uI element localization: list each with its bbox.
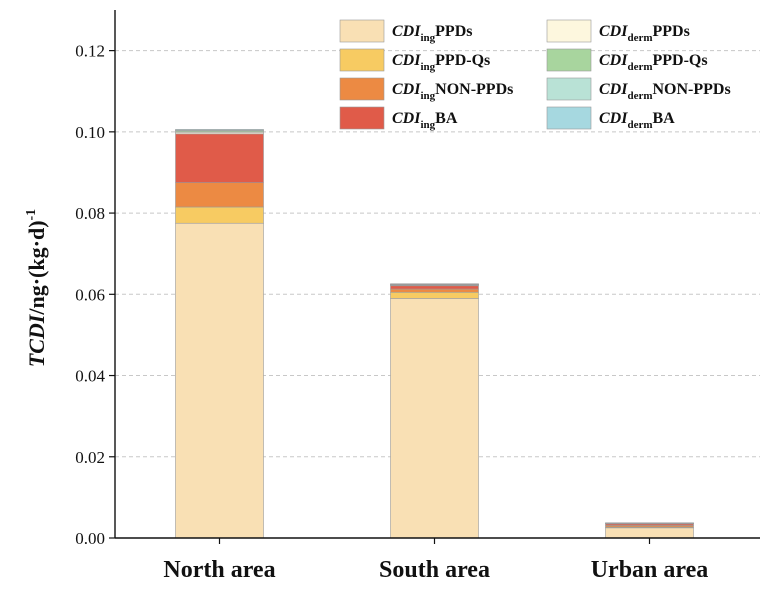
bar-segment xyxy=(605,527,694,539)
legend-swatch xyxy=(546,19,592,43)
legend-swatch xyxy=(546,48,592,72)
bar-segment xyxy=(175,206,264,224)
legend-label: CDIingBA xyxy=(392,110,458,131)
y-tick-label: 0.06 xyxy=(75,285,105,304)
legend-label: CDIdermPPDs xyxy=(599,23,690,44)
bar-segment xyxy=(605,522,694,524)
x-category-label: North area xyxy=(163,557,275,583)
bars-layer xyxy=(175,129,694,539)
bar-segment xyxy=(390,283,479,285)
bar-segment xyxy=(390,291,479,299)
x-category-label: Urban area xyxy=(591,557,709,583)
legend-label: CDIingPPDs xyxy=(392,23,472,44)
bar-segment xyxy=(175,133,264,183)
legend-swatch xyxy=(339,48,385,72)
y-tick-label: 0.12 xyxy=(75,42,105,61)
y-tick-label: 0.02 xyxy=(75,448,105,467)
legend-label: CDIdermBA xyxy=(599,110,675,131)
legend-label: CDIdermNON-PPDs xyxy=(599,81,731,102)
bar-segment xyxy=(175,129,264,131)
x-category-label: South area xyxy=(379,557,490,583)
legend-swatch xyxy=(546,106,592,130)
legend-label: CDIdermPPD-Qs xyxy=(599,52,708,73)
legend-label: CDIingPPD-Qs xyxy=(392,52,490,73)
legend-swatch xyxy=(339,19,385,43)
bar-segment xyxy=(175,182,264,208)
legend-swatch xyxy=(546,77,592,101)
y-axis-label-italic: TCDI xyxy=(24,313,49,367)
legend-swatch xyxy=(339,106,385,130)
y-axis-label-main: /ng·(kg·d) xyxy=(24,220,49,315)
y-tick-label: 0.04 xyxy=(75,367,105,386)
y-tick-label: 0.00 xyxy=(75,529,105,548)
bar-segment xyxy=(390,298,479,539)
bar-segment xyxy=(390,288,479,293)
axes-layer: 0.00 0.02 0.04 0.06 0.08 0.10 0.12 North area So… xyxy=(75,10,760,583)
y-axis-label: TCDI/ng·(kg·d)-1 xyxy=(24,209,49,367)
y-axis-label-sup: -1 xyxy=(24,209,39,221)
bar-segment xyxy=(390,285,479,290)
bar-segment xyxy=(175,222,264,539)
legend: CDIingPPDs CDIingPPD-Qs CDIingNON-PPDs CDIi… xyxy=(339,19,731,131)
y-tick-label: 0.08 xyxy=(75,204,105,223)
legend-swatch xyxy=(339,77,385,101)
y-tick-label: 0.10 xyxy=(75,123,105,142)
legend-label: CDIingNON-PPDs xyxy=(392,81,513,102)
